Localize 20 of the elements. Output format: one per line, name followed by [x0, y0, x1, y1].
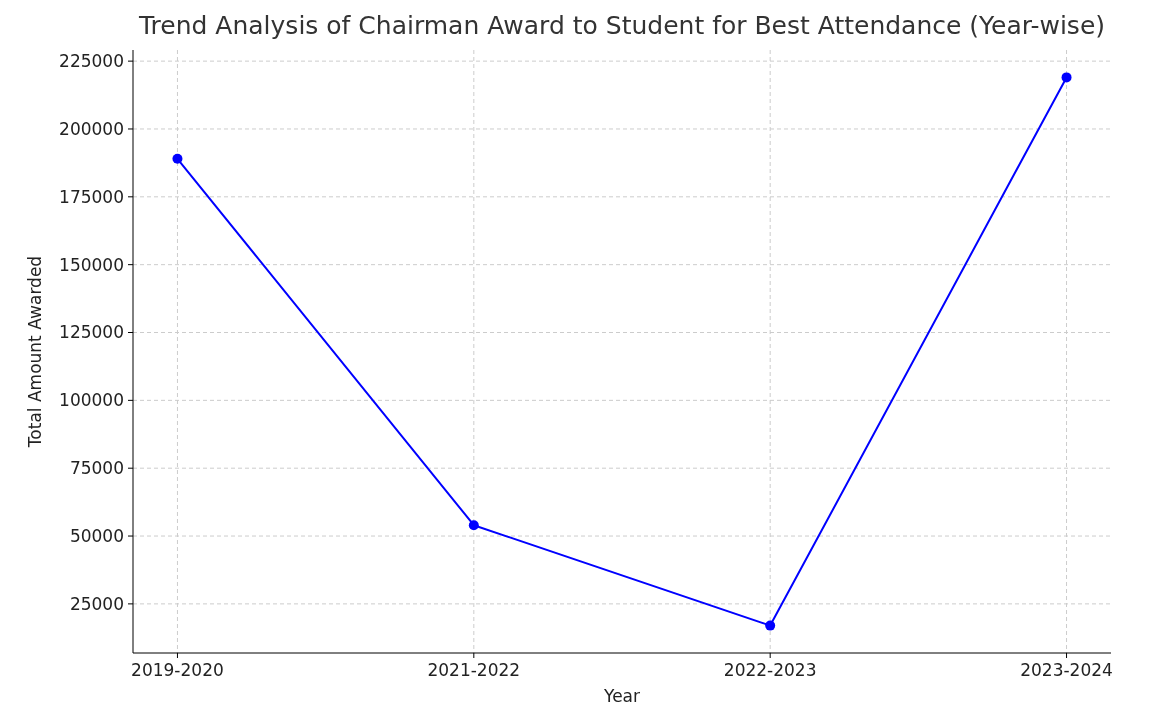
y-tick-label: 50000 [69, 525, 124, 546]
y-tick-label: 75000 [69, 458, 124, 479]
y-tick-label: 25000 [69, 593, 124, 614]
y-axis-title: Total Amount Awarded [25, 255, 45, 449]
y-tick-label: 150000 [59, 254, 124, 275]
x-tick-label: 2021-2022 [427, 660, 521, 680]
y-tick-label: 125000 [59, 322, 124, 343]
x-axis-title: Year [603, 686, 640, 706]
x-tick-label: 2023-2024 [1020, 660, 1113, 680]
x-tick-label: 2019-2020 [131, 660, 224, 680]
y-tick-label: 225000 [59, 51, 124, 72]
point [1061, 72, 1072, 83]
point [172, 153, 183, 164]
y-tick-label: 175000 [59, 186, 124, 207]
y-tick-label: 100000 [59, 390, 124, 411]
point [468, 520, 479, 531]
x-tick-label: 2022-2023 [723, 660, 817, 680]
chart-title: Trend Analysis of Chairman Award to Student for Best Attendance (Year-wise) [137, 11, 1106, 40]
y-tick-label: 200000 [59, 118, 124, 139]
point [765, 620, 776, 631]
